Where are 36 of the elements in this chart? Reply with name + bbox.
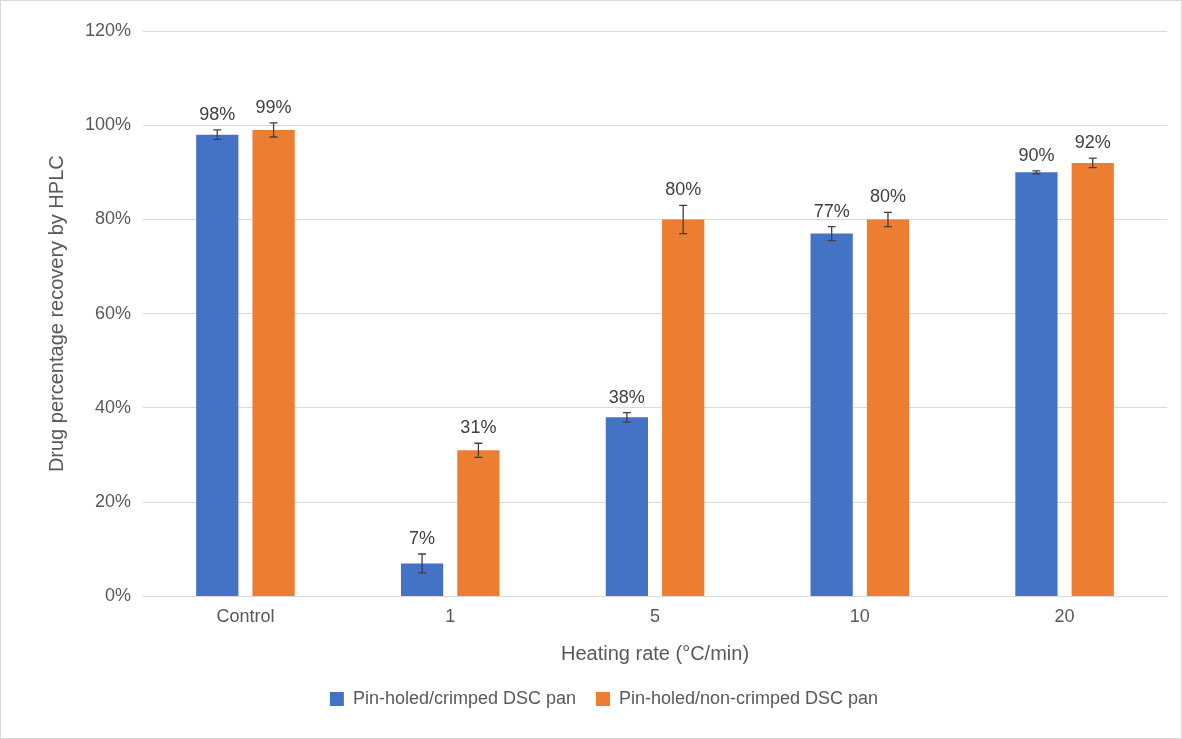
data-label: 90% xyxy=(1018,144,1055,165)
bar xyxy=(1015,172,1058,596)
y-tick-label: 60% xyxy=(95,302,132,323)
bar xyxy=(252,129,295,596)
y-axis-title: Drug percentage recovery by HPLC xyxy=(44,155,67,473)
data-label: 80% xyxy=(665,179,702,200)
bar xyxy=(866,219,910,596)
bar xyxy=(662,219,705,596)
y-tick-label: 40% xyxy=(95,396,132,417)
y-tick-label: 100% xyxy=(84,114,132,135)
x-tick-label: 1 xyxy=(445,606,456,627)
bar xyxy=(196,134,239,596)
data-label: 77% xyxy=(813,200,850,221)
data-label: 31% xyxy=(460,417,497,438)
data-label: 7% xyxy=(409,527,436,548)
x-tick-label: 5 xyxy=(650,606,661,627)
y-tick-label: 80% xyxy=(95,208,132,229)
y-tick-label: 120% xyxy=(84,19,132,40)
bar xyxy=(605,417,648,596)
x-tick-label: 10 xyxy=(849,606,870,627)
bar xyxy=(457,450,500,596)
y-tick-label: 0% xyxy=(105,585,132,606)
data-label: 38% xyxy=(608,386,645,407)
legend-label: Pin-holed/crimped DSC pan xyxy=(352,687,576,708)
x-axis-title: Heating rate (°C/min) xyxy=(560,641,750,664)
bar xyxy=(400,563,444,596)
data-label: 99% xyxy=(255,96,292,117)
bar xyxy=(1071,162,1114,596)
data-label: 92% xyxy=(1074,132,1111,153)
x-tick-label: Control xyxy=(216,606,275,627)
bar xyxy=(810,233,853,596)
x-tick-label: 20 xyxy=(1054,606,1075,627)
y-tick-label: 20% xyxy=(95,491,132,512)
data-label: 80% xyxy=(869,186,906,207)
data-label: 98% xyxy=(199,103,236,124)
legend-label: Pin-holed/non-crimped DSC pan xyxy=(618,687,879,708)
